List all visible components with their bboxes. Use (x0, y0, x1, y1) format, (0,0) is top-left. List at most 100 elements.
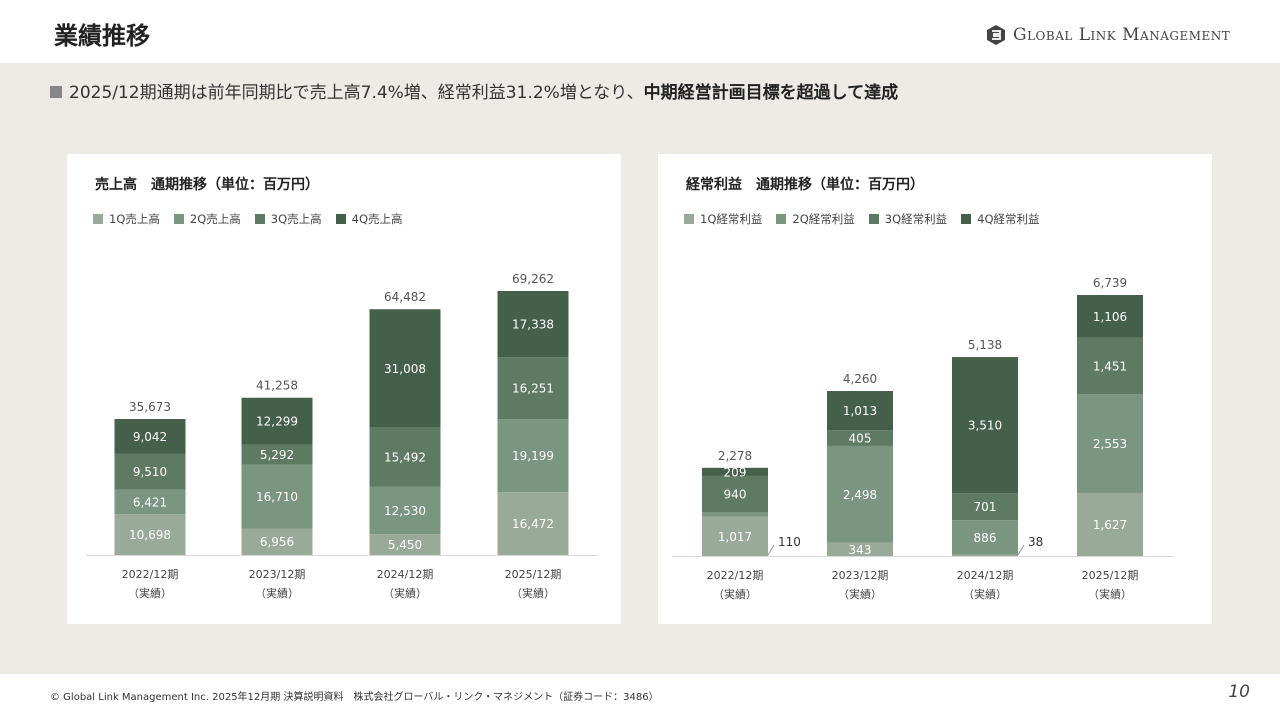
bar-segment (1077, 394, 1143, 493)
legend-label: 2Q経常利益 (792, 212, 855, 226)
bar-segment (827, 445, 893, 543)
bar-segment (241, 444, 313, 465)
data-label: 343 (849, 543, 872, 557)
legend-swatch (335, 214, 346, 224)
category-tick-label: （実績） (963, 587, 1007, 601)
legend-item: 3Q売上高 (254, 211, 322, 227)
legend-swatch (254, 214, 265, 224)
bar-segment (114, 419, 186, 454)
page-number: 10 (1228, 682, 1250, 702)
profit-chart: 1,017 110 940 209 2,278 2022/12期 （実績） 343 2,498 4… (672, 276, 1173, 601)
leader-line (1017, 544, 1025, 556)
legend-swatch (868, 214, 879, 224)
data-label: 16,251 (512, 382, 554, 396)
data-label: 31,008 (384, 362, 426, 376)
category-tick-label: 2022/12期 (707, 569, 764, 582)
legend-swatch (961, 214, 972, 224)
legend-label: 3Q売上高 (270, 212, 322, 226)
category-tick-label: （実績） (1088, 587, 1132, 601)
data-label: 38 (1028, 535, 1043, 549)
chart-title: 売上高 通期推移（単位：百万円） (95, 177, 319, 193)
bar-segment (952, 493, 1018, 521)
legend-label: 1Q売上高 (109, 212, 160, 226)
total-label: 6,739 (1093, 276, 1127, 290)
data-label: 1,627 (1093, 518, 1127, 532)
legend-label: 1Q経常利益 (700, 212, 763, 226)
legend-item: 4Q経常利益 (961, 211, 1040, 227)
bar-segment (369, 427, 441, 487)
chart-title: 経常利益 通期推移（単位：百万円） (686, 177, 924, 193)
bar-segment (1077, 337, 1143, 395)
category-tick-label: 2022/12期 (122, 568, 179, 581)
sales-chart: 10,698 6,421 9,510 9,042 35,673 2022/12期 （実績） 6… (86, 272, 597, 600)
data-label: 16,472 (512, 517, 554, 531)
chart-legend: 1Q経常利益 2Q経常利益 3Q経常利益 4Q経常利益 (684, 211, 1040, 227)
bar-segment (827, 391, 893, 431)
company-logo: Global Link Management (985, 24, 1230, 46)
data-label: 110 (778, 535, 801, 549)
bar-segment (369, 309, 441, 428)
category-tick-label: 2024/12期 (377, 568, 434, 581)
total-label: 35,673 (129, 400, 171, 414)
legend-item: 3Q経常利益 (868, 211, 948, 227)
footer-copyright: © Global Link Management Inc. 2025年12月期 … (50, 692, 659, 703)
total-label: 2,278 (718, 449, 752, 463)
profit-chart-panel: 経常利益 通期推移（単位：百万円） 1Q経常利益 2Q経常利益 3Q経常利益 4Q経常… (658, 154, 1212, 624)
legend-swatch (173, 214, 184, 224)
legend-label: 3Q経常利益 (884, 212, 948, 226)
bar-segment (702, 467, 768, 476)
bar-segment (114, 453, 186, 490)
legend-item: 4Q売上高 (335, 211, 403, 227)
category-tick-label: 2024/12期 (957, 569, 1014, 582)
bar-segment (702, 516, 768, 556)
data-label: 1,451 (1093, 359, 1127, 373)
bar-segment (952, 520, 1018, 555)
bar-segment (114, 514, 186, 555)
data-label: 405 (849, 432, 872, 446)
page-title: 業績推移 (54, 22, 150, 50)
bar-segment (827, 542, 893, 556)
bar-segment (1077, 492, 1143, 556)
bar-segment (1077, 295, 1143, 338)
data-label: 2,498 (843, 488, 877, 502)
bar-segment (702, 512, 768, 517)
data-label: 12,530 (384, 504, 426, 518)
data-label: 6,956 (260, 535, 294, 549)
data-label: 9,510 (133, 465, 167, 479)
data-label: 886 (974, 531, 997, 545)
data-label: 10,698 (129, 528, 171, 542)
category-tick-label: （実績） (128, 586, 172, 600)
logo-icon (987, 25, 1005, 45)
data-label: 5,450 (388, 538, 422, 552)
legend-swatch (776, 214, 787, 224)
lead-bold-text: 中期経営計画目標を超過して達成 (643, 83, 899, 103)
bar-segment (369, 534, 441, 555)
bar-segment (114, 489, 186, 515)
legend-item: 2Q経常利益 (776, 211, 855, 227)
data-label: 5,292 (260, 448, 294, 462)
bar-segment (241, 397, 313, 445)
data-label: 15,492 (384, 450, 426, 464)
data-label: 12,299 (256, 415, 298, 429)
bar-segment (497, 357, 569, 420)
legend-swatch (684, 214, 694, 224)
data-label: 1,106 (1093, 310, 1127, 324)
legend-item: 1Q経常利益 (684, 211, 762, 227)
header: 業績推移 Global Link Management (0, 0, 1280, 63)
bar-segment (497, 419, 569, 493)
bar-segment (241, 528, 313, 555)
data-label: 1,013 (843, 404, 877, 418)
category-tick-label: （実績） (838, 587, 882, 601)
legend-item: 2Q売上高 (173, 211, 241, 227)
total-label: 5,138 (968, 338, 1002, 352)
legend-label: 2Q売上高 (189, 212, 241, 226)
data-label: 701 (974, 500, 997, 514)
bar-segment (952, 357, 1018, 494)
category-tick-label: （実績） (713, 587, 757, 601)
data-label: 2,553 (1093, 437, 1127, 451)
total-label: 64,482 (384, 290, 426, 304)
legend-label: 4Q経常利益 (977, 212, 1040, 226)
data-label: 1,017 (718, 530, 752, 544)
lead-statement: 2025/12期通期は前年同期比で売上高7.4%増、経常利益31.2%増となり、… (50, 78, 898, 103)
legend-item: 1Q売上高 (93, 211, 160, 227)
